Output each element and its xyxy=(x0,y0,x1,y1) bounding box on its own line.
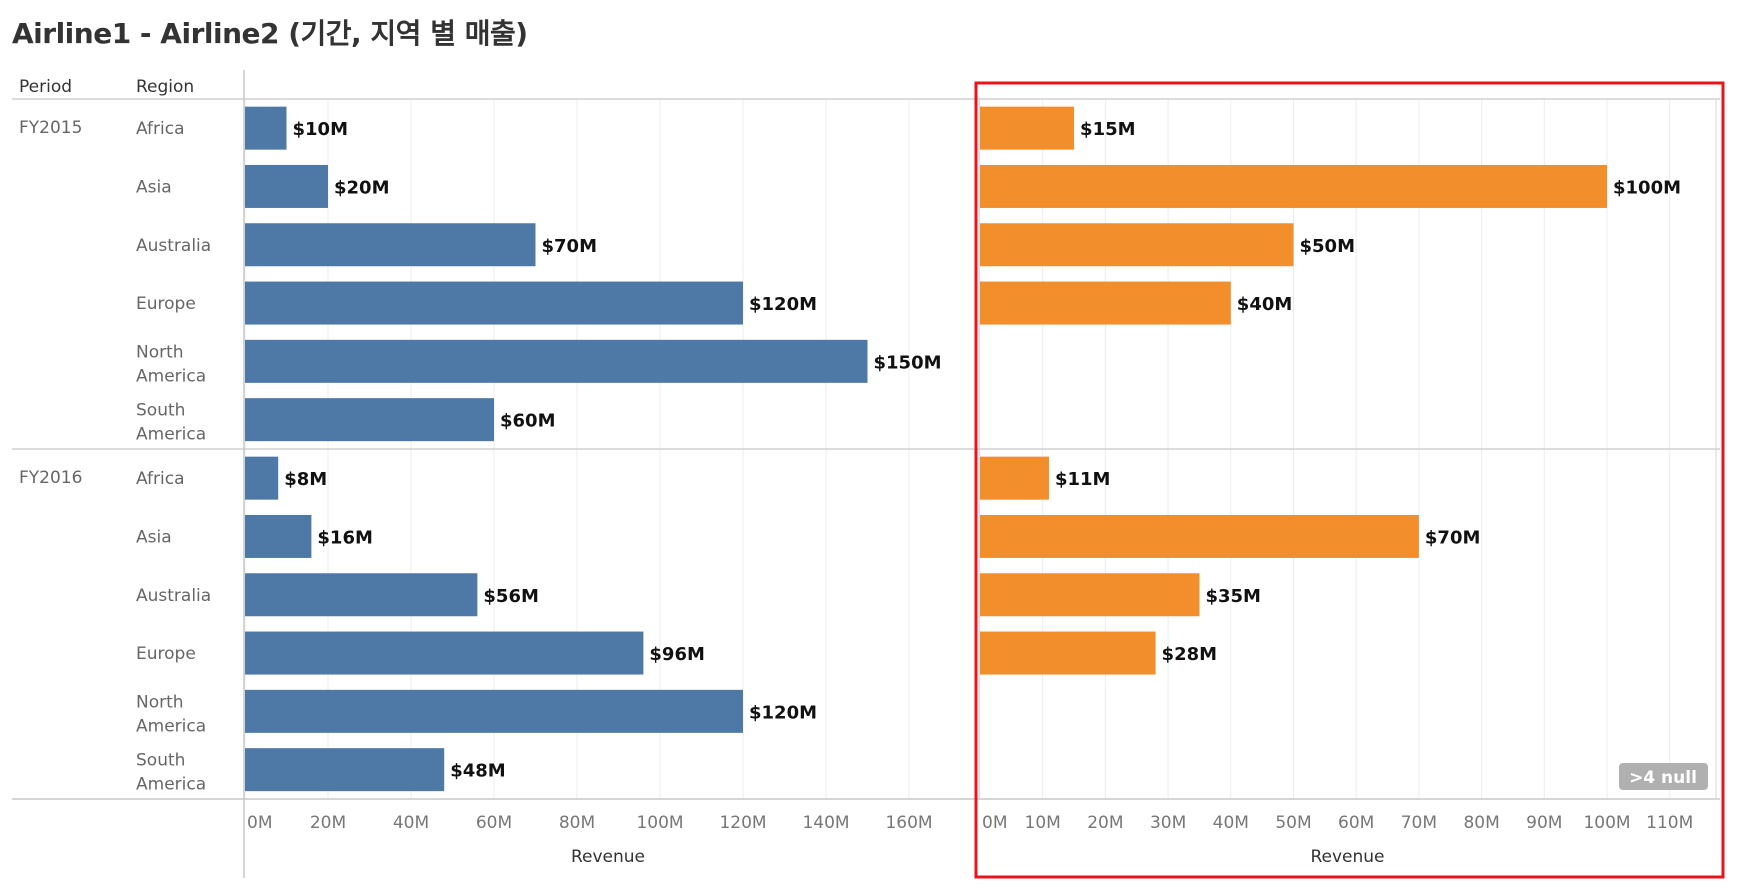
bars[interactable] xyxy=(245,106,1607,792)
bar[interactable] xyxy=(245,398,494,442)
chart-title: Airline1 - Airline2 (기간, 지역 별 매출) xyxy=(12,17,528,50)
period-label: FY2015 xyxy=(19,118,82,138)
null-badge-label: >4 null xyxy=(1629,768,1697,788)
region-label: Australia xyxy=(136,236,211,256)
bar[interactable] xyxy=(980,573,1200,617)
annotations: >4 null xyxy=(974,81,1725,879)
bar[interactable] xyxy=(245,689,743,733)
region-label: America xyxy=(136,716,206,736)
bar[interactable] xyxy=(245,514,312,558)
tick-label: 110M xyxy=(1646,813,1693,833)
region-label: Asia xyxy=(136,527,172,547)
tick-label: 140M xyxy=(802,813,849,833)
region-label: America xyxy=(136,425,206,445)
tick-label: 20M xyxy=(310,813,346,833)
tick-label: 100M xyxy=(1583,813,1630,833)
data-label: $120M xyxy=(749,702,817,723)
tick-label: 80M xyxy=(559,813,595,833)
region-label: Africa xyxy=(136,119,185,139)
tick-label: 40M xyxy=(1213,813,1249,833)
tick-label: 70M xyxy=(1401,813,1437,833)
region-label: Asia xyxy=(136,177,172,197)
bar[interactable] xyxy=(980,456,1049,500)
region-label: America xyxy=(136,775,206,795)
highlight-box xyxy=(974,81,1725,879)
region-label: America xyxy=(136,366,206,386)
bar[interactable] xyxy=(980,631,1156,675)
tick-label: 30M xyxy=(1150,813,1186,833)
bar[interactable] xyxy=(245,573,478,617)
data-label: $100M xyxy=(1613,177,1681,198)
bar[interactable] xyxy=(980,514,1419,558)
tick-label: 120M xyxy=(719,813,766,833)
tick-label: 0M xyxy=(247,813,272,833)
data-label: $96M xyxy=(649,644,705,665)
bar[interactable] xyxy=(245,456,279,500)
data-label: $60M xyxy=(500,411,556,432)
tick-label: 160M xyxy=(885,813,932,833)
data-label: $120M xyxy=(749,294,817,315)
null-badge[interactable] xyxy=(1619,763,1708,790)
bar[interactable] xyxy=(980,281,1231,325)
divider-lines xyxy=(12,70,1720,878)
data-label: $70M xyxy=(542,236,598,257)
tick-label: 40M xyxy=(393,813,429,833)
data-label: $28M xyxy=(1162,644,1218,665)
bar[interactable] xyxy=(245,631,644,675)
bar[interactable] xyxy=(980,106,1075,150)
tick-label: 100M xyxy=(636,813,683,833)
bar[interactable] xyxy=(245,339,868,383)
tick-label: 60M xyxy=(476,813,512,833)
data-label: $16M xyxy=(317,527,373,548)
bar[interactable] xyxy=(245,164,328,208)
region-label: North xyxy=(136,692,184,712)
region-label: South xyxy=(136,751,185,771)
axis-title: Revenue xyxy=(571,847,645,867)
data-label: $48M xyxy=(450,761,506,782)
bar[interactable] xyxy=(245,748,445,792)
data-label: $15M xyxy=(1080,119,1136,140)
period-label: FY2016 xyxy=(19,468,82,488)
region-label: Africa xyxy=(136,469,185,489)
data-label: $50M xyxy=(1300,236,1356,257)
header-region: Region xyxy=(136,77,194,97)
data-label: $70M xyxy=(1425,527,1481,548)
region-label: Europe xyxy=(136,294,196,314)
data-labels: $10M $20M $70M $120M $150M $60M $8M $16M $56M $96… xyxy=(284,119,1681,782)
data-label: $40M xyxy=(1237,294,1293,315)
tick-label: 0M xyxy=(982,813,1007,833)
header-period: Period xyxy=(19,77,72,97)
axis-title: Revenue xyxy=(1310,847,1384,867)
region-label: Australia xyxy=(136,586,211,606)
data-label: $10M xyxy=(293,119,349,140)
row-labels: FY2015 Africa Asia Australia Europe North Amer… xyxy=(19,118,211,795)
bar[interactable] xyxy=(980,223,1294,267)
bar[interactable] xyxy=(245,223,536,267)
region-label: North xyxy=(136,342,184,362)
bar[interactable] xyxy=(245,106,287,150)
data-label: $56M xyxy=(483,586,539,607)
region-label: Europe xyxy=(136,644,196,664)
tick-label: 90M xyxy=(1526,813,1562,833)
tick-label: 80M xyxy=(1463,813,1499,833)
data-label: $11M xyxy=(1055,469,1111,490)
axes: 0M 20M 40M 60M 80M 100M 120M 140M 160M Revenue 0M 1… xyxy=(247,813,1693,867)
tick-label: 20M xyxy=(1087,813,1123,833)
data-label: $35M xyxy=(1205,586,1261,607)
region-label: South xyxy=(136,401,185,421)
tick-label: 50M xyxy=(1275,813,1311,833)
bar[interactable] xyxy=(245,281,743,325)
data-label: $20M xyxy=(334,177,390,198)
data-label: $150M xyxy=(874,352,942,373)
data-label: $8M xyxy=(284,469,327,490)
bar[interactable] xyxy=(980,164,1607,208)
tick-label: 60M xyxy=(1338,813,1374,833)
tick-label: 10M xyxy=(1025,813,1061,833)
